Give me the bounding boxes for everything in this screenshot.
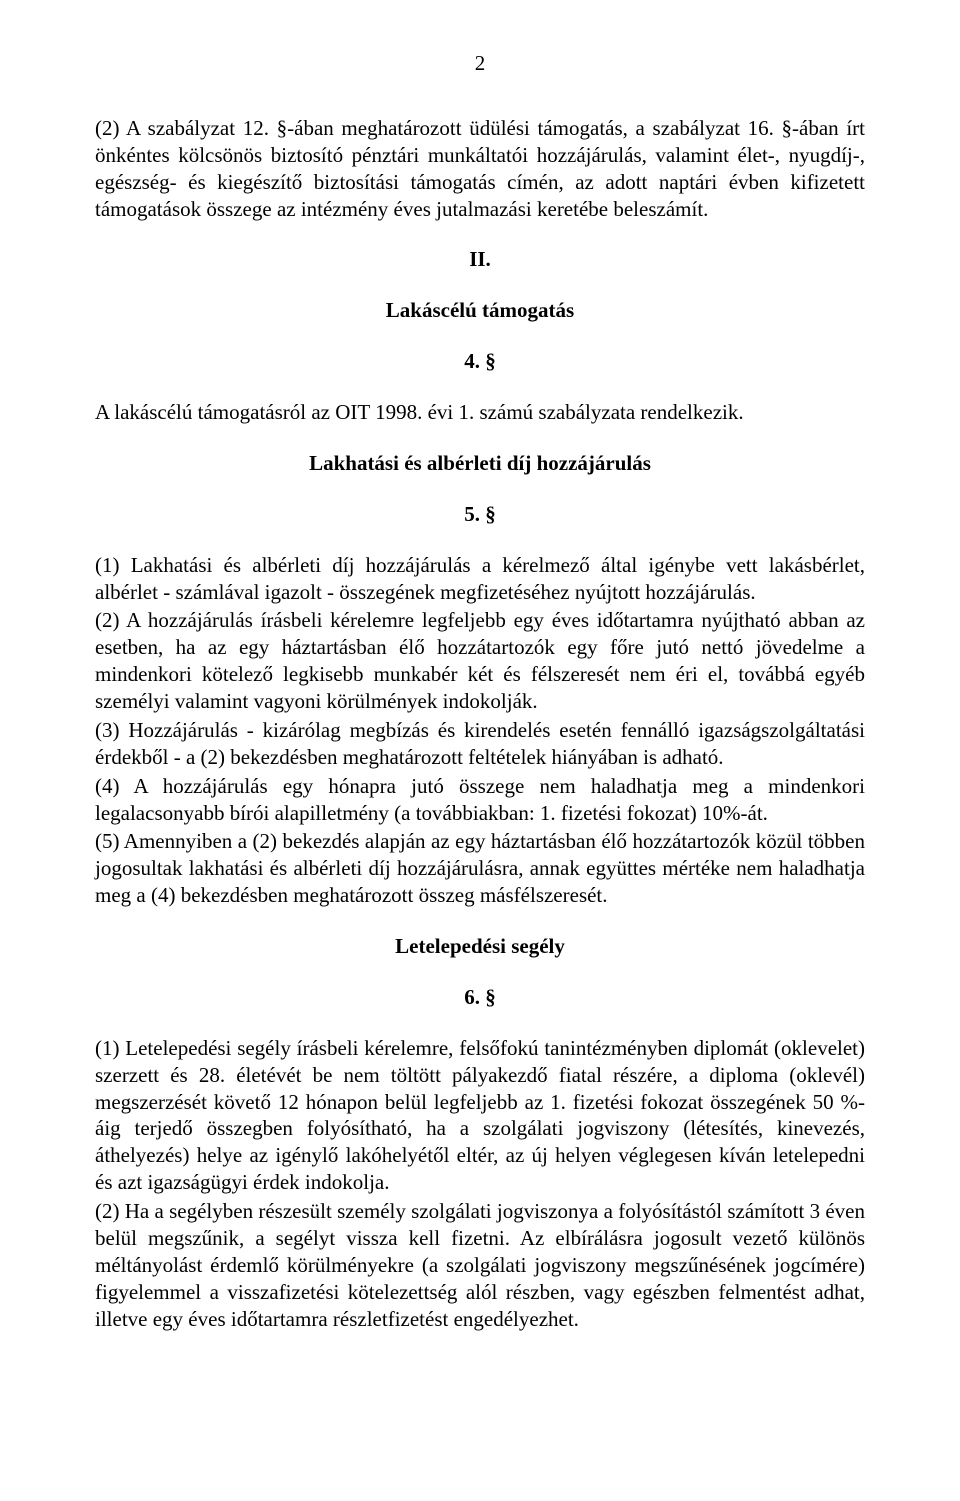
section-5-body: (1) Lakhatási és albérleti díj hozzájáru… — [95, 552, 865, 909]
section-6-body: (1) Letelepedési segély írásbeli kérelem… — [95, 1035, 865, 1333]
section-number-5: 5. § — [95, 501, 865, 528]
section-roman-ii: II. — [95, 246, 865, 273]
paragraph-5-4: (4) A hozzájárulás egy hónapra jutó össz… — [95, 773, 865, 827]
page-number: 2 — [95, 50, 865, 77]
paragraph-5-2: (2) A hozzájárulás írásbeli kérelemre le… — [95, 607, 865, 715]
document-page: 2 (2) A szabályzat 12. §-ában meghatároz… — [0, 0, 960, 1501]
paragraph-6-1: (1) Letelepedési segély írásbeli kérelem… — [95, 1035, 865, 1196]
heading-lakhatasi: Lakhatási és albérleti díj hozzájárulás — [95, 450, 865, 477]
paragraph-5-1: (1) Lakhatási és albérleti díj hozzájáru… — [95, 552, 865, 606]
section-number-4: 4. § — [95, 348, 865, 375]
paragraph-5-5: (5) Amennyiben a (2) bekezdés alapján az… — [95, 828, 865, 909]
paragraph-4-body: A lakáscélú támogatásról az OIT 1998. év… — [95, 399, 865, 426]
heading-letelepedesi: Letelepedési segély — [95, 933, 865, 960]
section-number-6: 6. § — [95, 984, 865, 1011]
intro-paragraph: (2) A szabályzat 12. §-ában meghatározot… — [95, 115, 865, 223]
heading-lakascelu-tamogatas: Lakáscélú támogatás — [95, 297, 865, 324]
paragraph-6-2: (2) Ha a segélyben részesült személy szo… — [95, 1198, 865, 1332]
paragraph-5-3: (3) Hozzájárulás - kizárólag megbízás és… — [95, 717, 865, 771]
